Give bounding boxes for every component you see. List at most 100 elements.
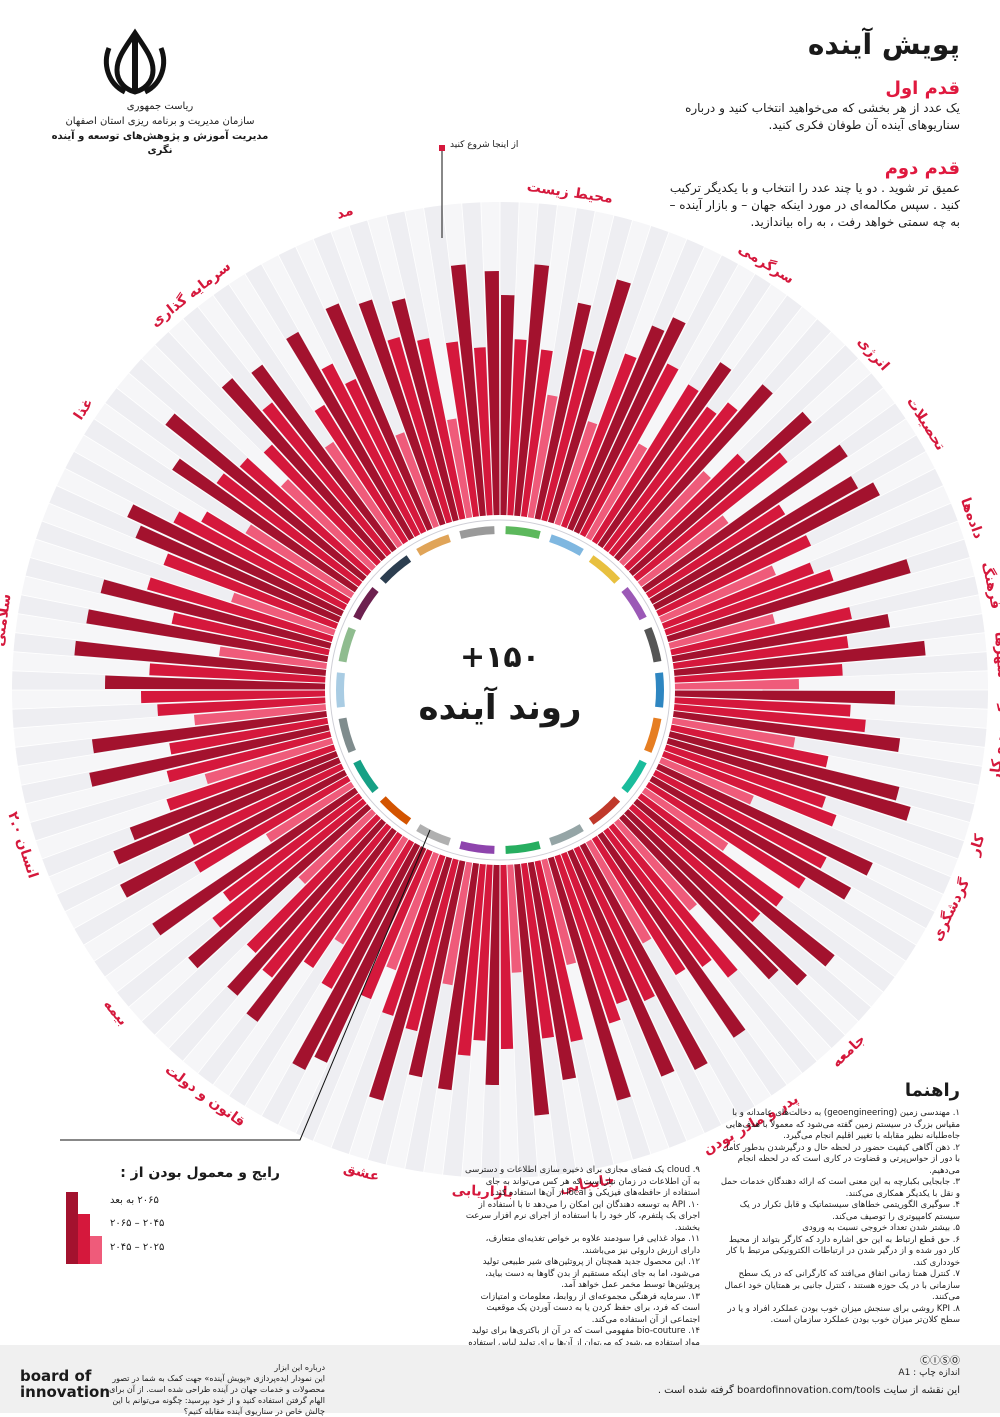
category-segment <box>379 796 412 825</box>
trend-bar <box>585 839 652 944</box>
trend-bar <box>573 317 686 534</box>
trend-bar <box>387 337 453 524</box>
trend-bar <box>645 504 786 599</box>
logo-line-2: innovation <box>20 1383 110 1401</box>
trend-bar <box>292 842 421 1070</box>
trend-bar <box>173 511 348 611</box>
trend-bar <box>567 849 675 1077</box>
trend-bar <box>674 690 895 705</box>
trend-bar <box>325 303 433 531</box>
legend-label-high: ۲۰۶۵ به بعد <box>110 1195 159 1206</box>
category-segment <box>505 841 541 854</box>
guide-item: ۷. کنترل همتا زمانی اتفاق می‌افتد که کار… <box>724 1269 960 1302</box>
category-segment <box>621 759 647 794</box>
trend-bar <box>659 565 776 623</box>
legend-pointer-line <box>60 829 431 1141</box>
trend-bar <box>105 675 326 690</box>
guide-item: ۱۱. مواد غذایی فرا سودمند علاوه بر خواص … <box>485 1234 700 1256</box>
category-segment <box>353 586 379 621</box>
trend-bar <box>671 613 890 663</box>
category-label: مد <box>334 202 355 222</box>
trend-bar <box>360 849 433 1000</box>
trend-bar <box>391 298 459 522</box>
category-label: کسب و کار <box>987 702 1000 782</box>
trend-bar <box>369 856 453 1101</box>
category-segment <box>588 555 621 584</box>
trend-bar <box>567 325 665 531</box>
trend-bar <box>500 295 515 516</box>
category-label: فرهنگ <box>978 560 1000 610</box>
trend-bar <box>395 432 439 529</box>
category-segment <box>379 555 412 584</box>
trend-bar <box>321 839 415 989</box>
trend-bar <box>194 704 327 726</box>
trend-bar <box>204 737 334 785</box>
org-line-2: سازمان مدیریت و برنامه ریزی استان اصفهان <box>65 116 255 127</box>
trend-bar <box>231 592 336 636</box>
trend-bar <box>597 362 732 549</box>
category-segment <box>505 526 541 539</box>
trend-bar <box>674 679 799 690</box>
trend-bar <box>514 863 550 1116</box>
trend-bar <box>246 814 381 953</box>
trend-bar <box>265 781 355 843</box>
trend-bar <box>637 793 784 907</box>
trend-bar <box>534 860 583 1042</box>
legend-title: رایج و معمول بودن از : <box>120 1165 280 1181</box>
about-tool: درباره این ابزار این نمودار ایده‌پردازی … <box>95 1362 325 1417</box>
trend-bar <box>672 635 849 669</box>
trend-bar <box>673 640 926 676</box>
source-link[interactable]: این نقشه از سایت boardofinnovation.com/t… <box>657 1385 960 1396</box>
trend-bar <box>579 842 708 1070</box>
trend-bar <box>447 418 473 519</box>
guide-item: ۱۰. API به توسعه دهندگان این امکان را می… <box>465 1199 700 1233</box>
trend-bar <box>262 402 392 557</box>
trend-bar <box>637 515 729 587</box>
guide-column-left: ۹. cloud یک فضای مجازی برای ذخیره سازی ا… <box>465 1165 700 1361</box>
trend-bar <box>386 851 439 971</box>
category-segment <box>644 627 662 663</box>
trend-bar <box>135 525 341 623</box>
about-text: این نمودار ایده‌پردازی «پویش آینده» جهت … <box>109 1374 325 1416</box>
trend-bar <box>286 331 415 541</box>
page-title: پویش آینده <box>807 28 960 61</box>
trend-bar <box>147 577 334 643</box>
category-segment <box>338 627 356 663</box>
trend-bar <box>188 804 372 969</box>
category-segment <box>655 672 664 708</box>
category-segment <box>338 717 356 753</box>
trend-bar <box>628 804 761 923</box>
category-label: بازاریابی <box>452 1183 514 1201</box>
trend-bar <box>321 363 421 538</box>
trend-bar <box>668 613 776 649</box>
trend-bar <box>485 864 500 1085</box>
print-size: اندازه چاپ : A1 <box>898 1368 960 1378</box>
trend-bar <box>165 413 367 582</box>
trend-bar <box>656 535 812 617</box>
trend-bar <box>120 769 348 898</box>
guide-item: ۱۳. سرمایه فرهنگی مجموعه‌ای از روابط، مع… <box>480 1291 700 1325</box>
legend-bar-high <box>66 1192 78 1264</box>
trend-bar <box>201 511 351 605</box>
trend-bar <box>624 453 746 571</box>
trend-bar <box>673 704 866 733</box>
step-2-heading: قدم دوم <box>884 158 960 179</box>
trend-bar <box>437 862 479 1091</box>
trend-bar <box>561 851 628 1004</box>
trend-bar <box>169 717 329 755</box>
trend-bar <box>649 775 852 900</box>
guide-item: ۸. KPI روشی برای سنجش میزان خوب بودن عمل… <box>727 1303 960 1326</box>
trend-bar <box>100 579 332 649</box>
category-segment <box>416 534 451 556</box>
trend-bar <box>163 553 339 629</box>
trend-bar <box>91 711 328 754</box>
trend-bar <box>188 763 344 845</box>
category-segments <box>329 519 671 861</box>
trend-bar <box>547 856 631 1101</box>
category-segment <box>644 717 662 753</box>
legend-label-low: ۲۰۲۵ – ۲۰۴۵ <box>110 1242 165 1253</box>
trend-bar <box>671 717 796 748</box>
trend-bar <box>219 646 328 669</box>
step-2-text: عمیق تر شوید . دو یا چند عدد را انتخاب و… <box>669 181 960 229</box>
trend-bar <box>614 818 697 911</box>
